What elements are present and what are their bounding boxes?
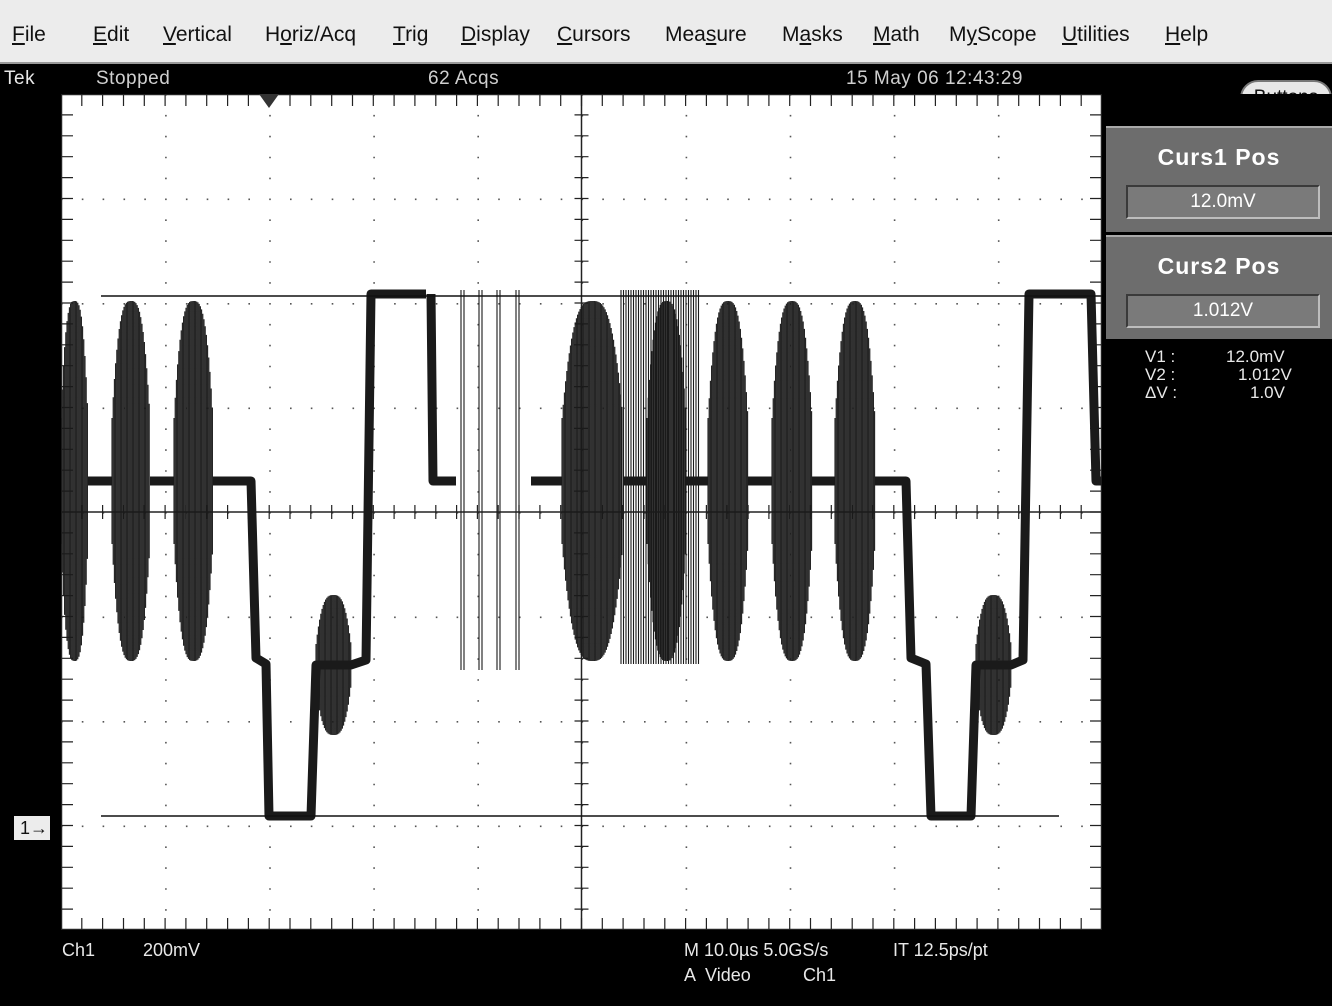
menu-trig[interactable]: Trig [393, 22, 428, 48]
date-time: 15 May 06 12:43:29 [846, 68, 1023, 89]
ch1-waveform [61, 289, 1102, 821]
menu-myscope[interactable]: MyScope [949, 22, 1037, 48]
menu-help-accel: H [1165, 23, 1181, 46]
trigger-source: A Video [684, 965, 751, 985]
brand-label: Tek [4, 68, 36, 89]
arrow-right-icon: → [30, 818, 49, 838]
menu-edit-rest: dit [107, 23, 130, 46]
menu-myscope-pre: M [949, 23, 967, 46]
ch1-ground-marker[interactable]: 1→ [14, 816, 50, 840]
menu-help-rest: elp [1180, 23, 1209, 46]
run-state: Stopped [96, 68, 171, 89]
menu-file-accel: F [12, 23, 25, 46]
waveform-display[interactable] [61, 94, 1102, 930]
cursor2-title: Curs2 Pos [1157, 253, 1281, 279]
sync-pulse-line-1 [213, 289, 426, 821]
menu-horiz-accel: o [280, 23, 292, 46]
v1-label: V1 : [1145, 347, 1176, 366]
trigger-position-marker[interactable] [259, 94, 279, 108]
menu-vertical-rest: ertical [175, 23, 232, 46]
menu-horiz-pre: H [265, 23, 281, 46]
menu-trig-rest: rig [405, 23, 429, 46]
menu-horiz-rest: riz/Acq [291, 23, 357, 46]
menu-vertical-accel: V [163, 23, 176, 46]
graticule [61, 94, 1102, 930]
menu-measure-pre: Mea [665, 23, 706, 46]
menu-masks-accel: a [799, 23, 812, 46]
menu-display[interactable]: Display [461, 22, 530, 48]
menu-edit[interactable]: Edit [93, 22, 129, 48]
menu-display-rest: isplay [476, 23, 530, 46]
delta-v-label: ΔV : [1145, 383, 1178, 402]
v1-value: 12.0mV [1226, 347, 1285, 366]
menu-measure-accel: s [705, 23, 717, 46]
sync-pulse-line-2 [875, 289, 1102, 821]
menu-masks[interactable]: Masks [782, 22, 843, 48]
cursor1-position-box[interactable]: Curs1 Pos 12.0mV [1106, 126, 1332, 232]
menu-display-accel: D [461, 23, 477, 46]
channel-scale: 200mV [143, 940, 201, 960]
interpolation-readout: IT 12.5ps/pt [893, 940, 988, 960]
menu-myscope-accel: y [966, 23, 978, 46]
acquisition-count: 62 Acqs [428, 68, 500, 89]
menu-edit-accel: E [93, 23, 108, 46]
menu-cursors-rest: ursors [572, 23, 631, 46]
timebase-readout: M 10.0µs 5.0GS/s [684, 940, 829, 960]
menu-utilities-accel: U [1062, 23, 1078, 46]
ch1-marker-label: 1 [20, 818, 31, 838]
menu-utilities[interactable]: Utilities [1062, 22, 1130, 48]
menu-masks-rest: sks [811, 23, 843, 46]
cursor-lines [101, 295, 1102, 817]
menu-vertical[interactable]: Vertical [163, 22, 232, 48]
menu-cursors-accel: C [557, 23, 573, 46]
menu-utilities-rest: tilities [1077, 23, 1130, 46]
menu-math-accel: M [873, 23, 891, 46]
menu-horiz-acq[interactable]: Horiz/Acq [265, 22, 356, 48]
status-bar: Tek Stopped 62 Acqs 15 May 06 12:43:29 [0, 64, 1100, 94]
cursor2-position-box[interactable]: Curs2 Pos 1.012V [1106, 235, 1332, 339]
cursor1-title: Curs1 Pos [1157, 144, 1281, 170]
menu-math[interactable]: Math [873, 22, 920, 48]
menu-measure[interactable]: Measure [665, 22, 747, 48]
channel-name: Ch1 [62, 940, 96, 960]
cursor1-value-field[interactable]: 12.0mV [1126, 185, 1320, 219]
v2-value: 1.012V [1238, 365, 1292, 384]
menu-myscope-rest: Scope [977, 23, 1037, 46]
menu-math-rest: ath [890, 23, 920, 46]
white-level-1 [426, 293, 456, 486]
menu-file-rest: ile [24, 23, 46, 46]
menu-masks-pre: M [782, 23, 800, 46]
menu-trig-accel: T [393, 23, 406, 46]
cursor2-value-field[interactable]: 1.012V [1126, 294, 1320, 328]
v2-label: V2 : [1145, 365, 1176, 384]
trigger-channel: Ch1 [803, 965, 837, 985]
menu-help[interactable]: Help [1165, 22, 1208, 48]
menu-measure-rest: ure [716, 23, 747, 46]
menu-file[interactable]: File [12, 22, 46, 48]
menu-cursors[interactable]: Cursors [557, 22, 631, 48]
delta-v-value: 1.0V [1250, 383, 1285, 402]
menu-bar: File Edit Vertical Horiz/Acq Trig Displa… [0, 0, 1332, 64]
